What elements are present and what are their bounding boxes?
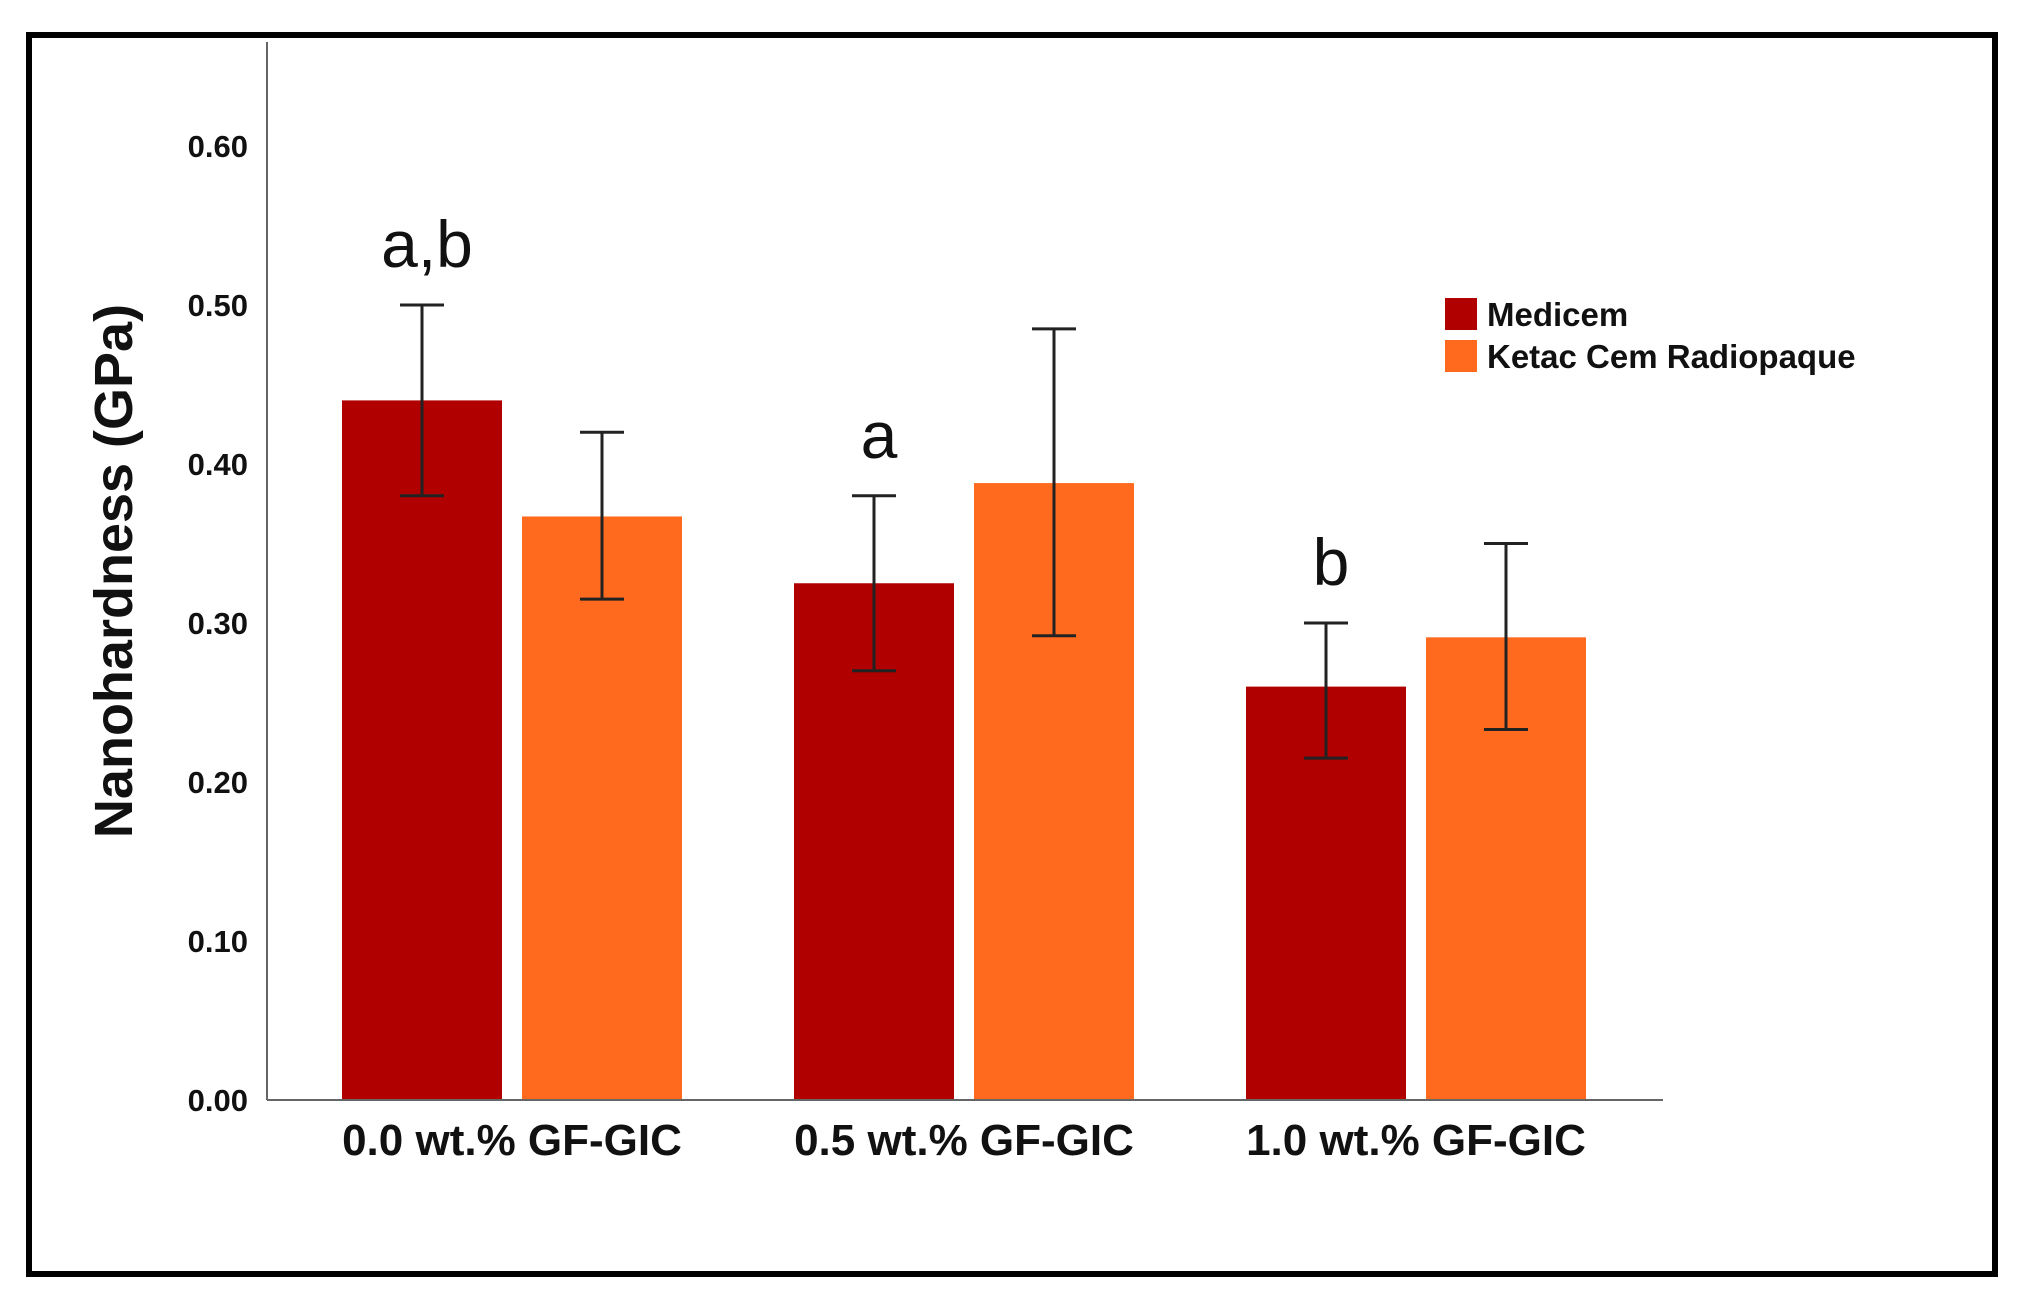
bar-medicem-0: [342, 400, 502, 1100]
legend-label-1: Ketac Cem Radiopaque: [1487, 338, 1856, 375]
y-tick-label: 0.50: [188, 288, 248, 323]
error-bar-0-2: [1304, 621, 1348, 760]
x-tick-labels: 0.0 wt.% GF-GIC 0.5 wt.% GF-GIC 1.0 wt.% G…: [342, 1116, 1586, 1165]
y-tick-label: 0.30: [188, 606, 248, 641]
y-tick-label: 0.40: [188, 447, 248, 482]
significance-letter: b: [1313, 525, 1350, 599]
significance-letter: a,b: [381, 207, 473, 281]
y-tick-label: 0.60: [188, 129, 248, 164]
y-tick-label: 0.00: [188, 1083, 248, 1118]
x-category-label: 1.0 wt.% GF-GIC: [1246, 1116, 1586, 1165]
axes-layer: [266, 42, 1663, 1101]
error-bar-0-1: [852, 494, 896, 673]
error-bar-0-0: [400, 303, 444, 498]
error-bar-1-2: [1484, 542, 1528, 732]
error-bar-1-0: [580, 430, 624, 601]
significance-letter: a: [861, 398, 898, 472]
y-tick-label: 0.20: [188, 765, 248, 800]
x-category-label: 0.5 wt.% GF-GIC: [794, 1116, 1134, 1165]
legend: Medicem Ketac Cem Radiopaque: [1445, 296, 1856, 375]
legend-label-0: Medicem: [1487, 296, 1628, 333]
bar-ketac-0: [522, 516, 682, 1100]
error-bars-layer: [400, 303, 1528, 760]
y-tick-labels: 0.00 0.10 0.20 0.30 0.40 0.50 0.60: [188, 129, 248, 1118]
legend-swatch-1: [1445, 340, 1477, 372]
error-bar-1-1: [1032, 327, 1076, 638]
bars-layer: [342, 400, 1586, 1101]
y-tick-label: 0.10: [188, 924, 248, 959]
y-axis-title: Nanohardness (GPa): [84, 304, 144, 838]
legend-swatch-0: [1445, 298, 1477, 330]
x-category-label: 0.0 wt.% GF-GIC: [342, 1116, 682, 1165]
significance-annotations: a,b a b: [381, 207, 1349, 599]
